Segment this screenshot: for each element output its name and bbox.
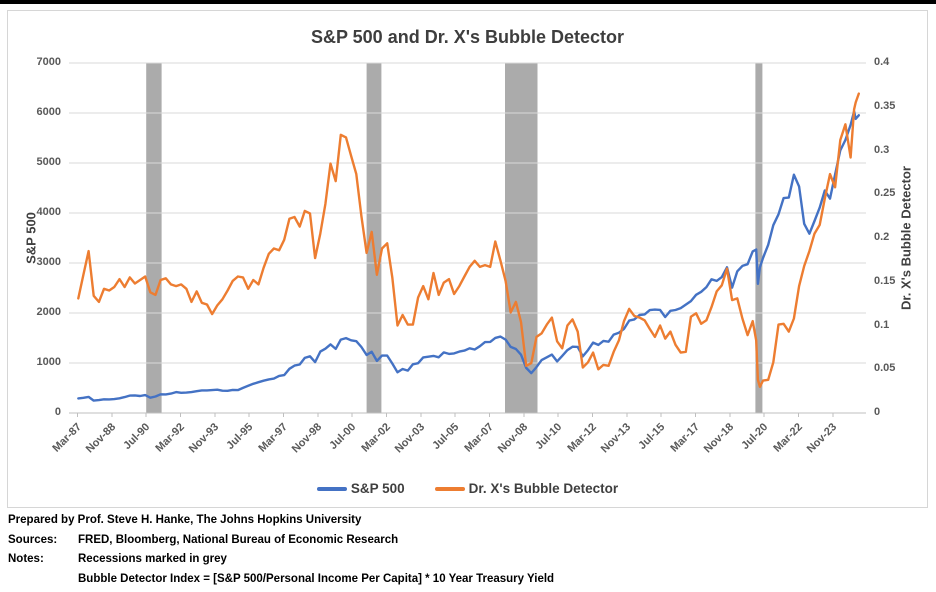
legend-item-bubble-detector: Dr. X's Bubble Detector [434,481,619,496]
left-y-tick-label: 6000 [36,106,61,118]
x-tick-label: Jul-00 [327,421,359,452]
right-y-tick-label: 0.2 [874,231,890,243]
sources-label: Sources: [8,533,58,546]
left-y-tick-label: 2000 [36,306,61,318]
x-tick-label: Jul-95 [224,421,256,452]
x-tick-label: Nov-08 [495,421,531,456]
right-y-tick-label: 0.1 [874,318,890,331]
x-tick-label: Jul-20 [739,421,771,452]
right-y-tick-label: 0.4 [874,56,890,68]
x-tick-label: Nov-23 [804,421,840,456]
x-tick-label: Mar-07 [462,421,497,455]
window-top-edge [0,0,936,4]
legend-item-sp500: S&P 500 [316,481,405,496]
right-y-tick-label: 0.35 [874,99,896,112]
legend-label-bubble-detector: Dr. X's Bubble Detector [468,481,619,496]
x-tick-label: Mar-22 [771,421,806,455]
series-line-0 [77,110,860,402]
footer-notes: Prepared by Prof. Steve H. Hanke, The Jo… [8,514,928,586]
recession-band [366,63,382,413]
x-tick-label: Jul-15 [636,421,668,452]
x-tick-label: Jul-10 [533,421,565,452]
left-y-tick-label: 0 [54,406,61,418]
x-tick-label: Mar-97 [256,421,291,455]
x-tick-label: Nov-93 [186,421,222,456]
legend-label-sp500: S&P 500 [350,481,405,496]
left-y-tick-label: 3000 [36,256,61,268]
notes-spacer [8,573,78,586]
x-tick-label: Jul-05 [430,421,462,452]
x-tick-label: Nov-13 [598,421,634,456]
notes-line-2: Bubble Detector Index = [S&P 500/Persona… [78,572,555,585]
right-y-tick-label: 0.05 [874,362,896,375]
plot-area: Mar-87 Nov-88 Jul-90 Mar-92 Nov-93 Jul-95 Mar-… [37,56,896,455]
x-tick-label: Mar-17 [668,421,703,455]
x-tick-label: Mar-87 [50,421,85,455]
recession-band [755,63,763,413]
notes-line-1: Recessions marked in grey [78,553,227,566]
prepared-by-line: Prepared by Prof. Steve H. Hanke, The Jo… [8,514,362,526]
chart-area: S&P 500 and Dr. X's Bubble Detector S&P … [7,10,928,508]
chart-canvas [69,62,866,417]
right-y-tick-label: 0.25 [874,187,896,200]
series-line-1 [77,92,860,388]
chart-title: S&P 500 and Dr. X's Bubble Detector [310,27,625,47]
bubble-detector-line-swatch [434,486,465,491]
sp500-line-swatch [316,486,347,491]
left-y-tick-label: 7000 [36,56,61,68]
notes-label: Notes: [8,553,44,566]
right-axis-title: Dr. X's Bubble Detector [898,166,914,310]
right-y-tick-label: 0 [874,406,881,418]
left-y-tick-label: 5000 [36,156,61,168]
left-y-tick-label: 1000 [36,356,61,368]
x-tick-label: Nov-18 [701,421,737,456]
left-y-tick-label: 4000 [36,206,61,218]
sources-text: FRED, Bloomberg, National Bureau of Econ… [78,533,399,546]
x-tick-label: Mar-92 [153,421,188,455]
x-tick-label: Nov-98 [289,421,325,456]
x-tick-label: Nov-03 [392,421,428,456]
x-tick-label: Nov-88 [83,421,119,456]
right-y-tick-label: 0.3 [874,143,890,156]
x-tick-label: Mar-12 [565,421,600,455]
right-y-tick-label: 0.15 [874,274,896,287]
x-tick-label: Jul-90 [121,421,153,452]
recession-band [146,63,162,413]
legend: S&P 500 Dr. X's Bubble Detector [8,481,927,496]
x-tick-label: Mar-02 [359,421,394,455]
